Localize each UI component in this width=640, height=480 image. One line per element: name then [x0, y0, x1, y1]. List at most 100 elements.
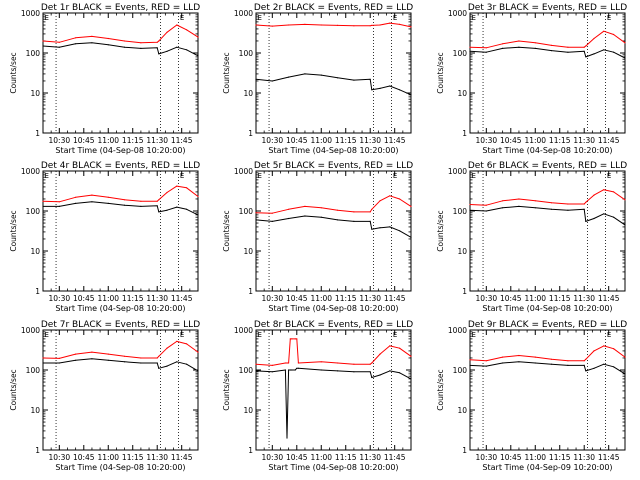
event-marker-label: E — [45, 14, 49, 22]
lld-series-point — [91, 351, 93, 353]
y-axis-label: Counts/sec — [436, 369, 445, 410]
lld-series-point — [42, 40, 44, 42]
detector-panel-7: Det 7r BLACK = Events, RED = LLD 1 10 100 10… — [9, 320, 200, 472]
x-tick-label: 10:45 — [286, 294, 308, 303]
events-series-point — [337, 77, 339, 79]
x-tick-label: 11:45 — [171, 136, 193, 145]
x-tick-label: 11:45 — [598, 136, 620, 145]
events-series-point — [166, 209, 168, 211]
lld-series-point — [197, 195, 199, 198]
x-axis-label: Start Time (04-Sep-09 10:20:00) — [482, 463, 612, 472]
events-series-point — [255, 370, 257, 372]
lld-series-point — [107, 37, 109, 40]
event-marker-label: E — [180, 172, 184, 180]
lld-series-point — [603, 345, 605, 347]
events-series-point — [369, 371, 371, 373]
lld-series-point — [551, 202, 553, 204]
events-series-point — [156, 205, 158, 207]
lld-series-point — [288, 208, 290, 210]
events-series-point — [585, 56, 587, 58]
y-tick-label: 1000 — [448, 9, 467, 18]
events-series-point — [551, 208, 553, 210]
events-series-point — [294, 369, 296, 371]
panel-title: Det 2r BLACK = Events, RED = LLD — [254, 3, 413, 13]
lld-series-point — [186, 343, 188, 345]
events-series-point — [603, 213, 605, 215]
lld-series-point — [469, 359, 471, 361]
x-tick-label: 10:30 — [476, 294, 498, 303]
events-series-point — [469, 364, 471, 366]
events-series-point — [288, 76, 290, 78]
y-axis-label: Counts/sec — [222, 210, 231, 251]
x-tick-label: 11:15 — [122, 453, 144, 462]
lld-series-point — [567, 360, 569, 362]
panel-title: Det 4r BLACK = Events, RED = LLD — [41, 161, 200, 171]
lld-series-point — [255, 363, 257, 365]
lld-series-point — [551, 358, 553, 360]
events-series-point — [289, 369, 291, 371]
lld-series-point — [158, 199, 160, 201]
lld-series-point — [583, 46, 585, 48]
lld-series-point — [518, 198, 520, 200]
events-series-point — [534, 362, 536, 364]
event-marker-label: E — [180, 331, 184, 339]
lld-series-point — [593, 194, 595, 196]
y-axis-label: Counts/sec — [9, 52, 18, 93]
events-series-point — [304, 73, 306, 75]
lld-series-point — [337, 209, 339, 211]
y-tick-label: 100 — [453, 49, 468, 58]
lld-series-point — [337, 362, 339, 364]
lld-series-point — [271, 212, 273, 214]
y-tick-label: 1000 — [21, 326, 40, 335]
events-series-point — [197, 370, 199, 372]
event-marker-label: E — [393, 14, 397, 22]
lld-series-point — [583, 203, 585, 205]
events-series-point — [75, 359, 77, 361]
x-tick-label: 10:30 — [262, 294, 284, 303]
y-tick-label: 1 — [35, 446, 40, 455]
events-series-point — [75, 202, 77, 204]
lld-series-point — [186, 187, 188, 189]
x-tick-label: 10:30 — [49, 136, 71, 145]
lld-series-point — [567, 46, 569, 48]
detector-panel-3: Det 3r BLACK = Events, RED = LLD 1 10 100 10… — [436, 3, 627, 155]
events-series-point — [389, 370, 391, 372]
events-series-point — [156, 362, 158, 364]
lld-series-point — [286, 362, 288, 364]
y-axis-label: Counts/sec — [9, 210, 18, 251]
events-series-point — [410, 378, 412, 380]
events-series-point — [186, 363, 188, 365]
x-axis-label: Start Time (04-Sep-08 10:20:00) — [268, 463, 398, 472]
y-tick-label: 10 — [30, 406, 40, 415]
events-series-point — [613, 51, 615, 53]
events-series-point — [271, 80, 273, 82]
y-tick-label: 10 — [457, 89, 467, 98]
y-tick-label: 100 — [453, 207, 468, 216]
lld-series-point — [75, 196, 77, 198]
lld-series-point — [91, 194, 93, 196]
y-tick-label: 10 — [30, 247, 40, 256]
events-series-point — [42, 45, 44, 47]
x-axis-label: Start Time (04-Sep-08 10:20:00) — [55, 146, 185, 155]
lld-series-point — [284, 362, 286, 364]
event-marker-label: E — [472, 331, 476, 339]
lld-series-point — [289, 338, 291, 340]
x-tick-label: 10:45 — [73, 294, 95, 303]
events-series-point — [124, 204, 126, 206]
events-series-point — [389, 85, 391, 87]
y-tick-label: 1 — [462, 129, 467, 138]
y-tick-label: 1000 — [21, 9, 40, 18]
y-tick-label: 1000 — [234, 9, 253, 18]
lld-series-point — [337, 24, 339, 26]
detector-panel-9: Det 9r BLACK = Events, RED = LLD 1 10 100 10… — [436, 320, 627, 472]
events-series-point — [186, 208, 188, 210]
events-series-point — [176, 206, 178, 208]
x-tick-label: 10:30 — [49, 294, 71, 303]
events-series-point — [337, 370, 339, 372]
x-tick-label: 10:30 — [476, 453, 498, 462]
y-tick-label: 10 — [243, 89, 253, 98]
y-axis-label: Counts/sec — [222, 52, 231, 93]
x-axis-label: Start Time (04-Sep-08 10:20:00) — [268, 146, 398, 155]
lld-series-point — [624, 42, 626, 44]
